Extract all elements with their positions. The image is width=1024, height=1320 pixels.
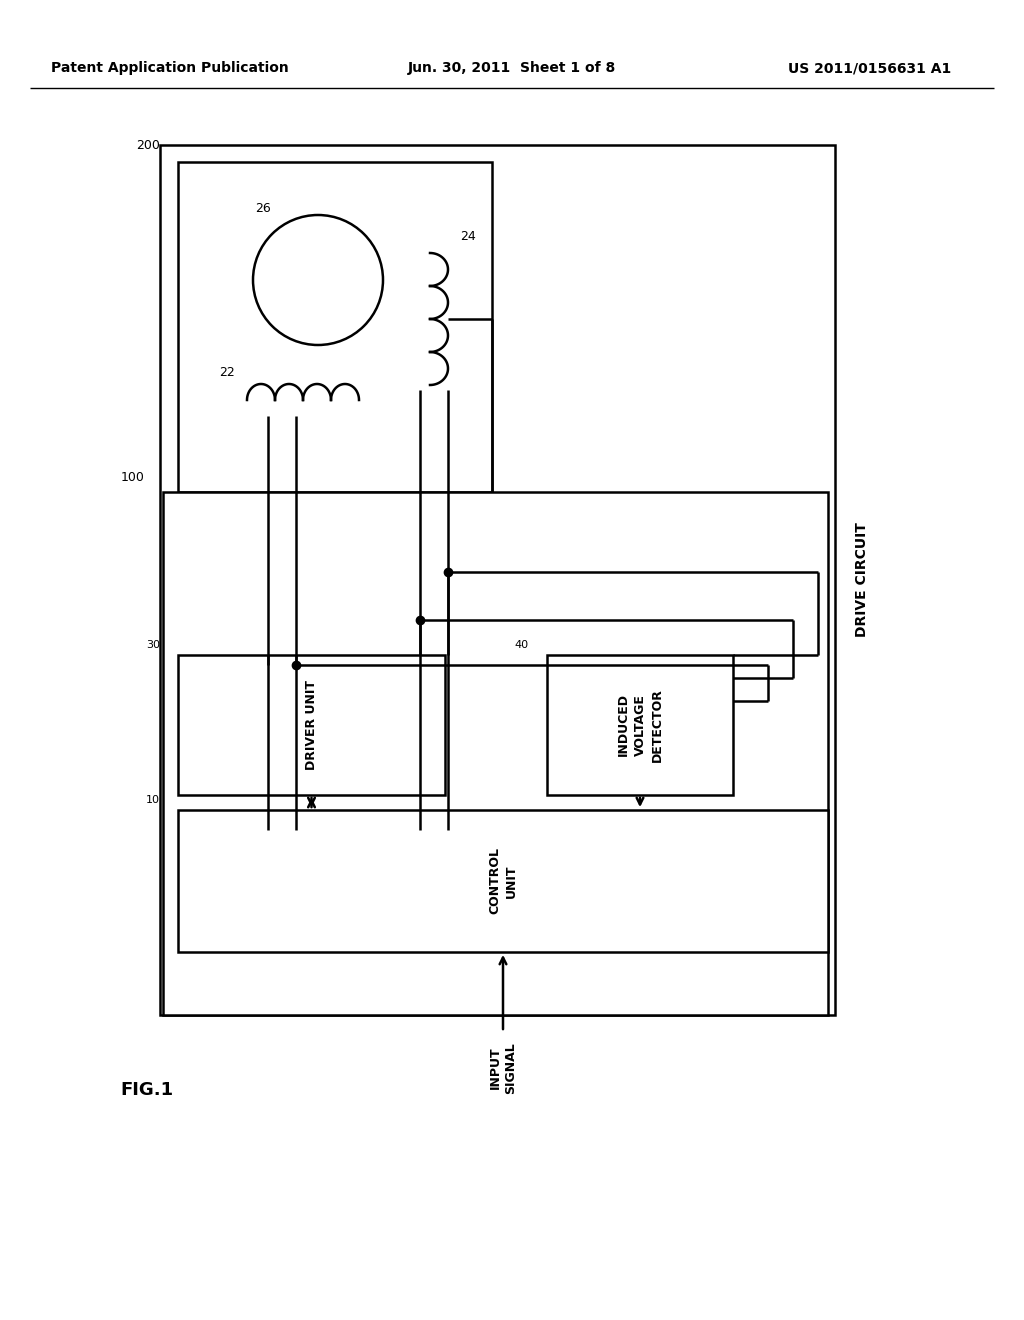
Bar <box>547 655 733 795</box>
Text: INPUT
SIGNAL: INPUT SIGNAL <box>488 1041 517 1094</box>
Text: Patent Application Publication: Patent Application Publication <box>51 61 289 75</box>
Text: 24: 24 <box>460 230 476 243</box>
Bar <box>178 162 492 492</box>
Text: DRIVER UNIT: DRIVER UNIT <box>305 680 318 770</box>
Text: 40: 40 <box>515 640 529 649</box>
Text: 200: 200 <box>136 139 160 152</box>
Text: 30: 30 <box>146 640 160 649</box>
Text: 26: 26 <box>255 202 271 215</box>
Text: Jun. 30, 2011  Sheet 1 of 8: Jun. 30, 2011 Sheet 1 of 8 <box>408 61 616 75</box>
Text: FIG.1: FIG.1 <box>120 1081 173 1100</box>
Bar <box>163 492 828 1015</box>
Text: CONTROL
UNIT: CONTROL UNIT <box>488 847 518 915</box>
Text: US 2011/0156631 A1: US 2011/0156631 A1 <box>788 61 951 75</box>
Text: 10: 10 <box>146 795 160 805</box>
Bar <box>160 145 835 1015</box>
Text: 100: 100 <box>121 471 145 484</box>
Bar <box>178 810 828 952</box>
Text: DRIVE CIRCUIT: DRIVE CIRCUIT <box>855 523 869 638</box>
Bar <box>178 655 445 795</box>
Text: 22: 22 <box>219 366 234 379</box>
Text: INDUCED
VOLTAGE
DETECTOR: INDUCED VOLTAGE DETECTOR <box>616 688 664 762</box>
